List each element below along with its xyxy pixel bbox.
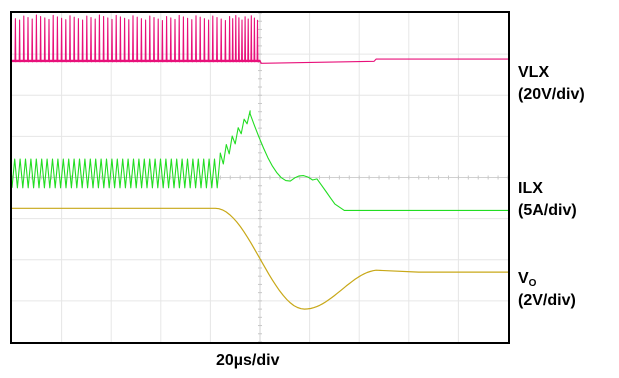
- waveform-traces: [11, 14, 508, 310]
- ilx-trace: [11, 110, 508, 211]
- ilx-label: ILX: [518, 180, 543, 197]
- vlx-scale-label: (20V/div): [518, 86, 585, 103]
- x-axis-label: 20µs/div: [216, 352, 280, 369]
- vo-label-main: V: [518, 270, 529, 287]
- vo-label-subscript: O: [528, 278, 537, 289]
- grid-lines: [11, 12, 509, 343]
- vo-trace: [12, 207, 508, 310]
- vo-label: VO: [518, 270, 536, 289]
- ilx-scale-label: (5A/div): [518, 202, 577, 219]
- vlx-label: VLX: [518, 64, 550, 81]
- plot-frame: [10, 11, 510, 344]
- vo-scale-label: (2V/div): [518, 292, 576, 309]
